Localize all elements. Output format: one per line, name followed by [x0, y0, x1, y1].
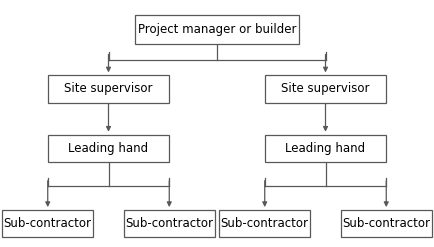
Text: Sub-contractor: Sub-contractor [125, 217, 213, 230]
Text: Site supervisor: Site supervisor [64, 82, 153, 95]
Text: Site supervisor: Site supervisor [281, 82, 370, 95]
Bar [124, 210, 215, 237]
Text: Leading hand: Leading hand [69, 142, 148, 155]
Bar [48, 75, 169, 103]
Bar [2, 210, 93, 237]
Bar [265, 135, 386, 162]
Text: Sub-contractor: Sub-contractor [342, 217, 430, 230]
Bar [135, 16, 299, 44]
Text: Sub-contractor: Sub-contractor [221, 217, 309, 230]
Bar [341, 210, 432, 237]
Bar [265, 75, 386, 103]
Text: Project manager or builder: Project manager or builder [138, 23, 296, 36]
Text: Sub-contractor: Sub-contractor [4, 217, 92, 230]
Text: Leading hand: Leading hand [286, 142, 365, 155]
Bar [48, 135, 169, 162]
Bar [219, 210, 310, 237]
